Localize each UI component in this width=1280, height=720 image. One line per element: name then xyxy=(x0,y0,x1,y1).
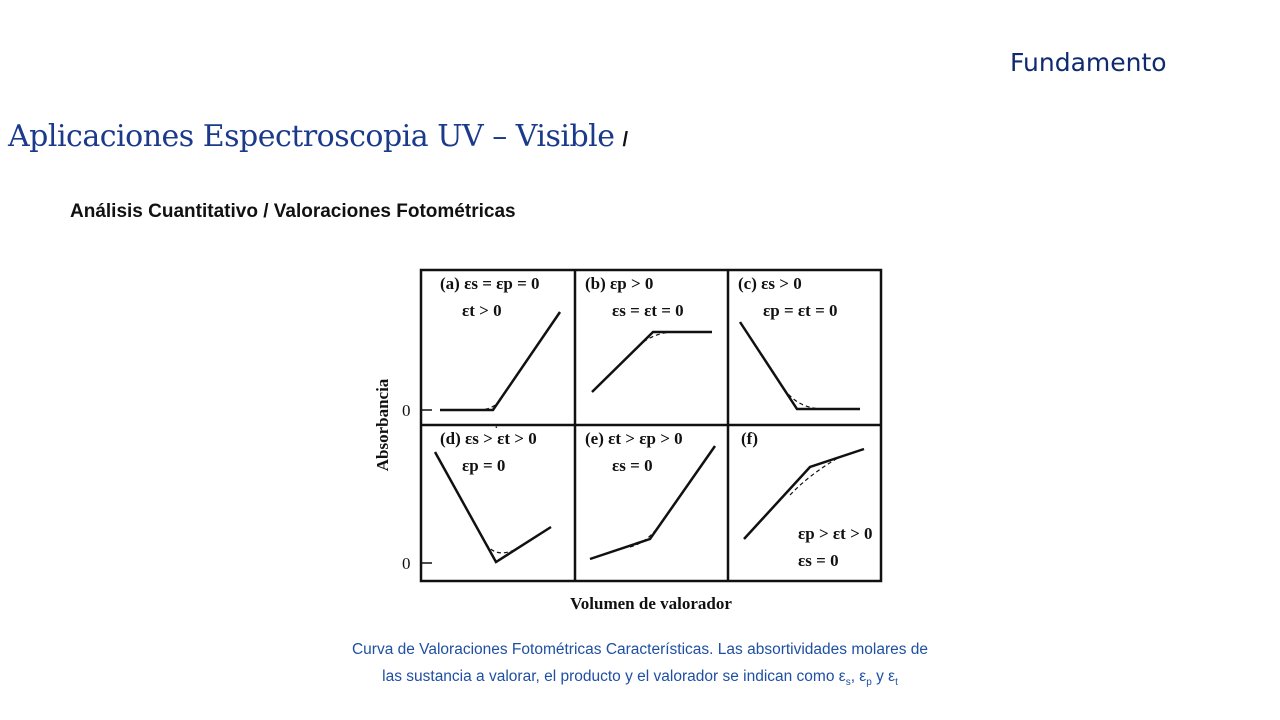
panel-d-dot: · xyxy=(494,421,499,436)
panel-b-curve xyxy=(591,330,712,393)
caption-sub-s: s xyxy=(845,677,851,689)
panel-d-id: (d) xyxy=(440,429,461,448)
panel-a-dashed-curve xyxy=(477,397,503,411)
caption-line-1: Curva de Valoraciones Fotométricas Carac… xyxy=(351,641,929,658)
panel-d-dashed-curve xyxy=(485,543,515,554)
panel-c-curve xyxy=(738,321,860,411)
x-axis-label: Volumen de valorador xyxy=(570,594,732,613)
panel-a-curve xyxy=(440,311,562,412)
panel-e-dashed-curve xyxy=(629,517,665,548)
panel-f-dashed-curve xyxy=(789,457,839,496)
caption-line-2: las sustancia a valorar, el producto y e… xyxy=(280,663,1000,696)
zero-label-bottom: 0 xyxy=(402,554,411,573)
y-axis-label: Absorbancia xyxy=(373,378,392,471)
panel-b-cond2: εs = εt = 0 xyxy=(612,301,684,320)
panel-f-curve xyxy=(743,447,865,540)
panel-f-cond2: εs = 0 xyxy=(798,551,839,570)
panel-a-id: (a) xyxy=(440,274,460,293)
caption-sep-2: y ε xyxy=(871,668,896,685)
caption-sep-1: , ε xyxy=(850,668,867,685)
section-topic: Fundamento xyxy=(1010,48,1167,77)
panel-e-cond1: εt > εp > 0 xyxy=(608,429,683,448)
figure-caption: Curva de Valoraciones Fotométricas Carac… xyxy=(280,636,1000,696)
panel-b-label: (b) εp > 0 xyxy=(585,274,653,293)
panel-a-label: (a) εs = εp = 0 xyxy=(440,274,540,293)
panel-f-cond1: εp > εt > 0 xyxy=(798,524,873,543)
panel-b-id: (b) xyxy=(585,274,606,293)
panel-c-dashed-curve xyxy=(783,388,821,410)
zero-label-top: 0 xyxy=(402,401,411,420)
page-subtitle: Análisis Cuantitativo / Valoraciones Fot… xyxy=(70,201,516,222)
panel-b-dashed-curve xyxy=(637,331,671,347)
panel-c-cond1: εs > 0 xyxy=(761,274,802,293)
page-title-text: Aplicaciones Espectroscopia UV – Visible xyxy=(8,119,615,154)
panel-c-label: (c) εs > 0 xyxy=(738,274,802,293)
panel-e-cond2: εs = 0 xyxy=(612,456,653,475)
panel-e-curve xyxy=(589,445,717,561)
panel-d-cond1: εs > εt > 0 xyxy=(465,429,537,448)
caption-sub-t: t xyxy=(895,677,898,689)
panel-b-cond1: εp > 0 xyxy=(610,274,653,293)
panel-e-id: (e) xyxy=(585,429,604,448)
panel-e-label: (e) εt > εp > 0 xyxy=(585,429,683,448)
caption-line-2-text: las sustancia a valorar, el producto y e… xyxy=(382,668,846,685)
panel-d-label: (d) εs > εt > 0 xyxy=(440,429,537,448)
panel-c-id: (c) xyxy=(738,274,757,293)
panel-c-cond2: εp = εt = 0 xyxy=(763,301,838,320)
panel-a-cond2: εt > 0 xyxy=(462,301,502,320)
panel-d-cond2: εp = 0 xyxy=(462,456,505,475)
caption-sub-p: p xyxy=(866,677,872,689)
panel-d-curve xyxy=(433,451,552,564)
titration-curves-figure: 0 0 Absorbancia Volumen de valorador (a)… xyxy=(373,268,883,613)
panel-a-cond1: εs = εp = 0 xyxy=(464,274,539,293)
panel-f-label: (f) xyxy=(741,429,758,448)
page-title: Aplicaciones Espectroscopia UV – Visible… xyxy=(8,119,628,154)
title-separator: / xyxy=(622,129,629,151)
